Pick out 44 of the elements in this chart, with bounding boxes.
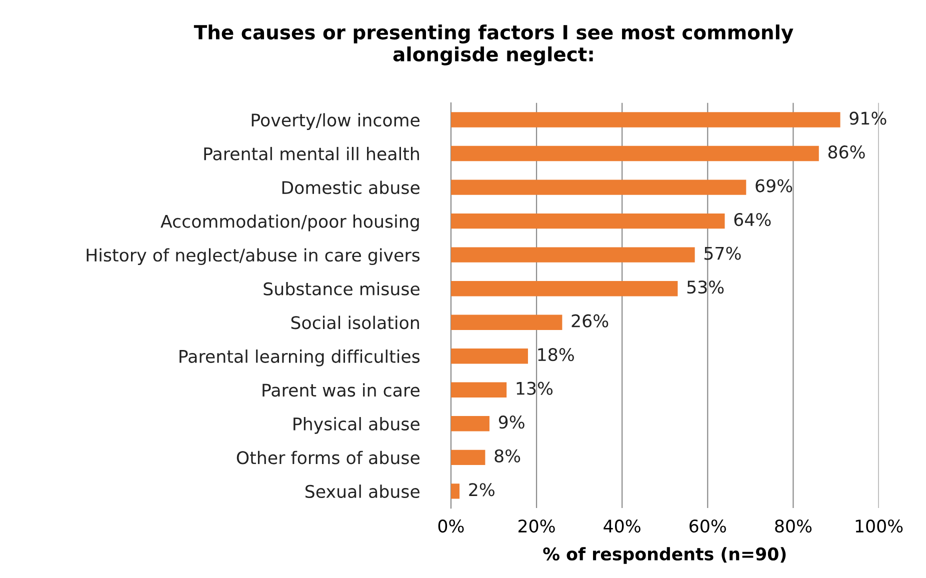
y-tick-label: History of neglect/abuse in care givers [86,248,420,266]
x-tick-label: 60% [690,519,726,533]
y-tick-label: Poverty/low income [252,113,420,130]
y-tick-label: Social isolation [291,316,419,330]
bar [450,146,819,162]
data-label: 86% [828,145,865,159]
y-tick-label: Parental learning difficulties [180,350,420,366]
y-tick-label: Substance misuse [264,282,420,296]
bar [450,416,490,432]
x-tick-label: 80% [775,519,812,533]
data-label: 2% [469,483,494,496]
y-tick-label: Other forms of abuse [236,450,420,464]
bar [450,280,678,296]
x-tick-label: 20% [518,519,555,533]
data-label: 69% [756,179,792,192]
x-tick-label: 100% [856,519,903,533]
y-tick-label: Sexual abuse [306,484,420,498]
data-label: 9% [498,416,524,429]
y-tick-label: Physical abuse [294,417,420,434]
x-tick-label: 40% [604,519,640,533]
bar [450,213,725,229]
y-tick-label: Parental mental ill health [204,146,419,160]
chart-title: The causes or presenting factors I see most commonly alongisde neglect: [194,24,794,66]
data-label: 91% [850,112,886,125]
y-tick-label: Domestic abuse [282,180,420,194]
bar [450,348,528,364]
data-label: 26% [572,314,608,328]
bar [450,247,695,262]
x-axis-title: % of respondents (n=90) [543,547,786,564]
data-label: 8% [494,449,520,462]
bar [450,382,507,398]
data-label: 64% [734,212,771,226]
y-tick-label: Accommodation/poor housing [160,214,419,232]
bar [450,450,486,466]
data-label: 18% [538,348,574,362]
data-label: 57% [704,246,741,260]
y-tick-label: Parent was in care [262,383,420,397]
data-label: 13% [516,382,553,395]
bar [450,314,562,330]
data-label: 53% [687,280,724,294]
bar [450,484,460,499]
x-tick-label: 0% [438,519,464,533]
bar [450,112,840,128]
bar [450,180,746,195]
